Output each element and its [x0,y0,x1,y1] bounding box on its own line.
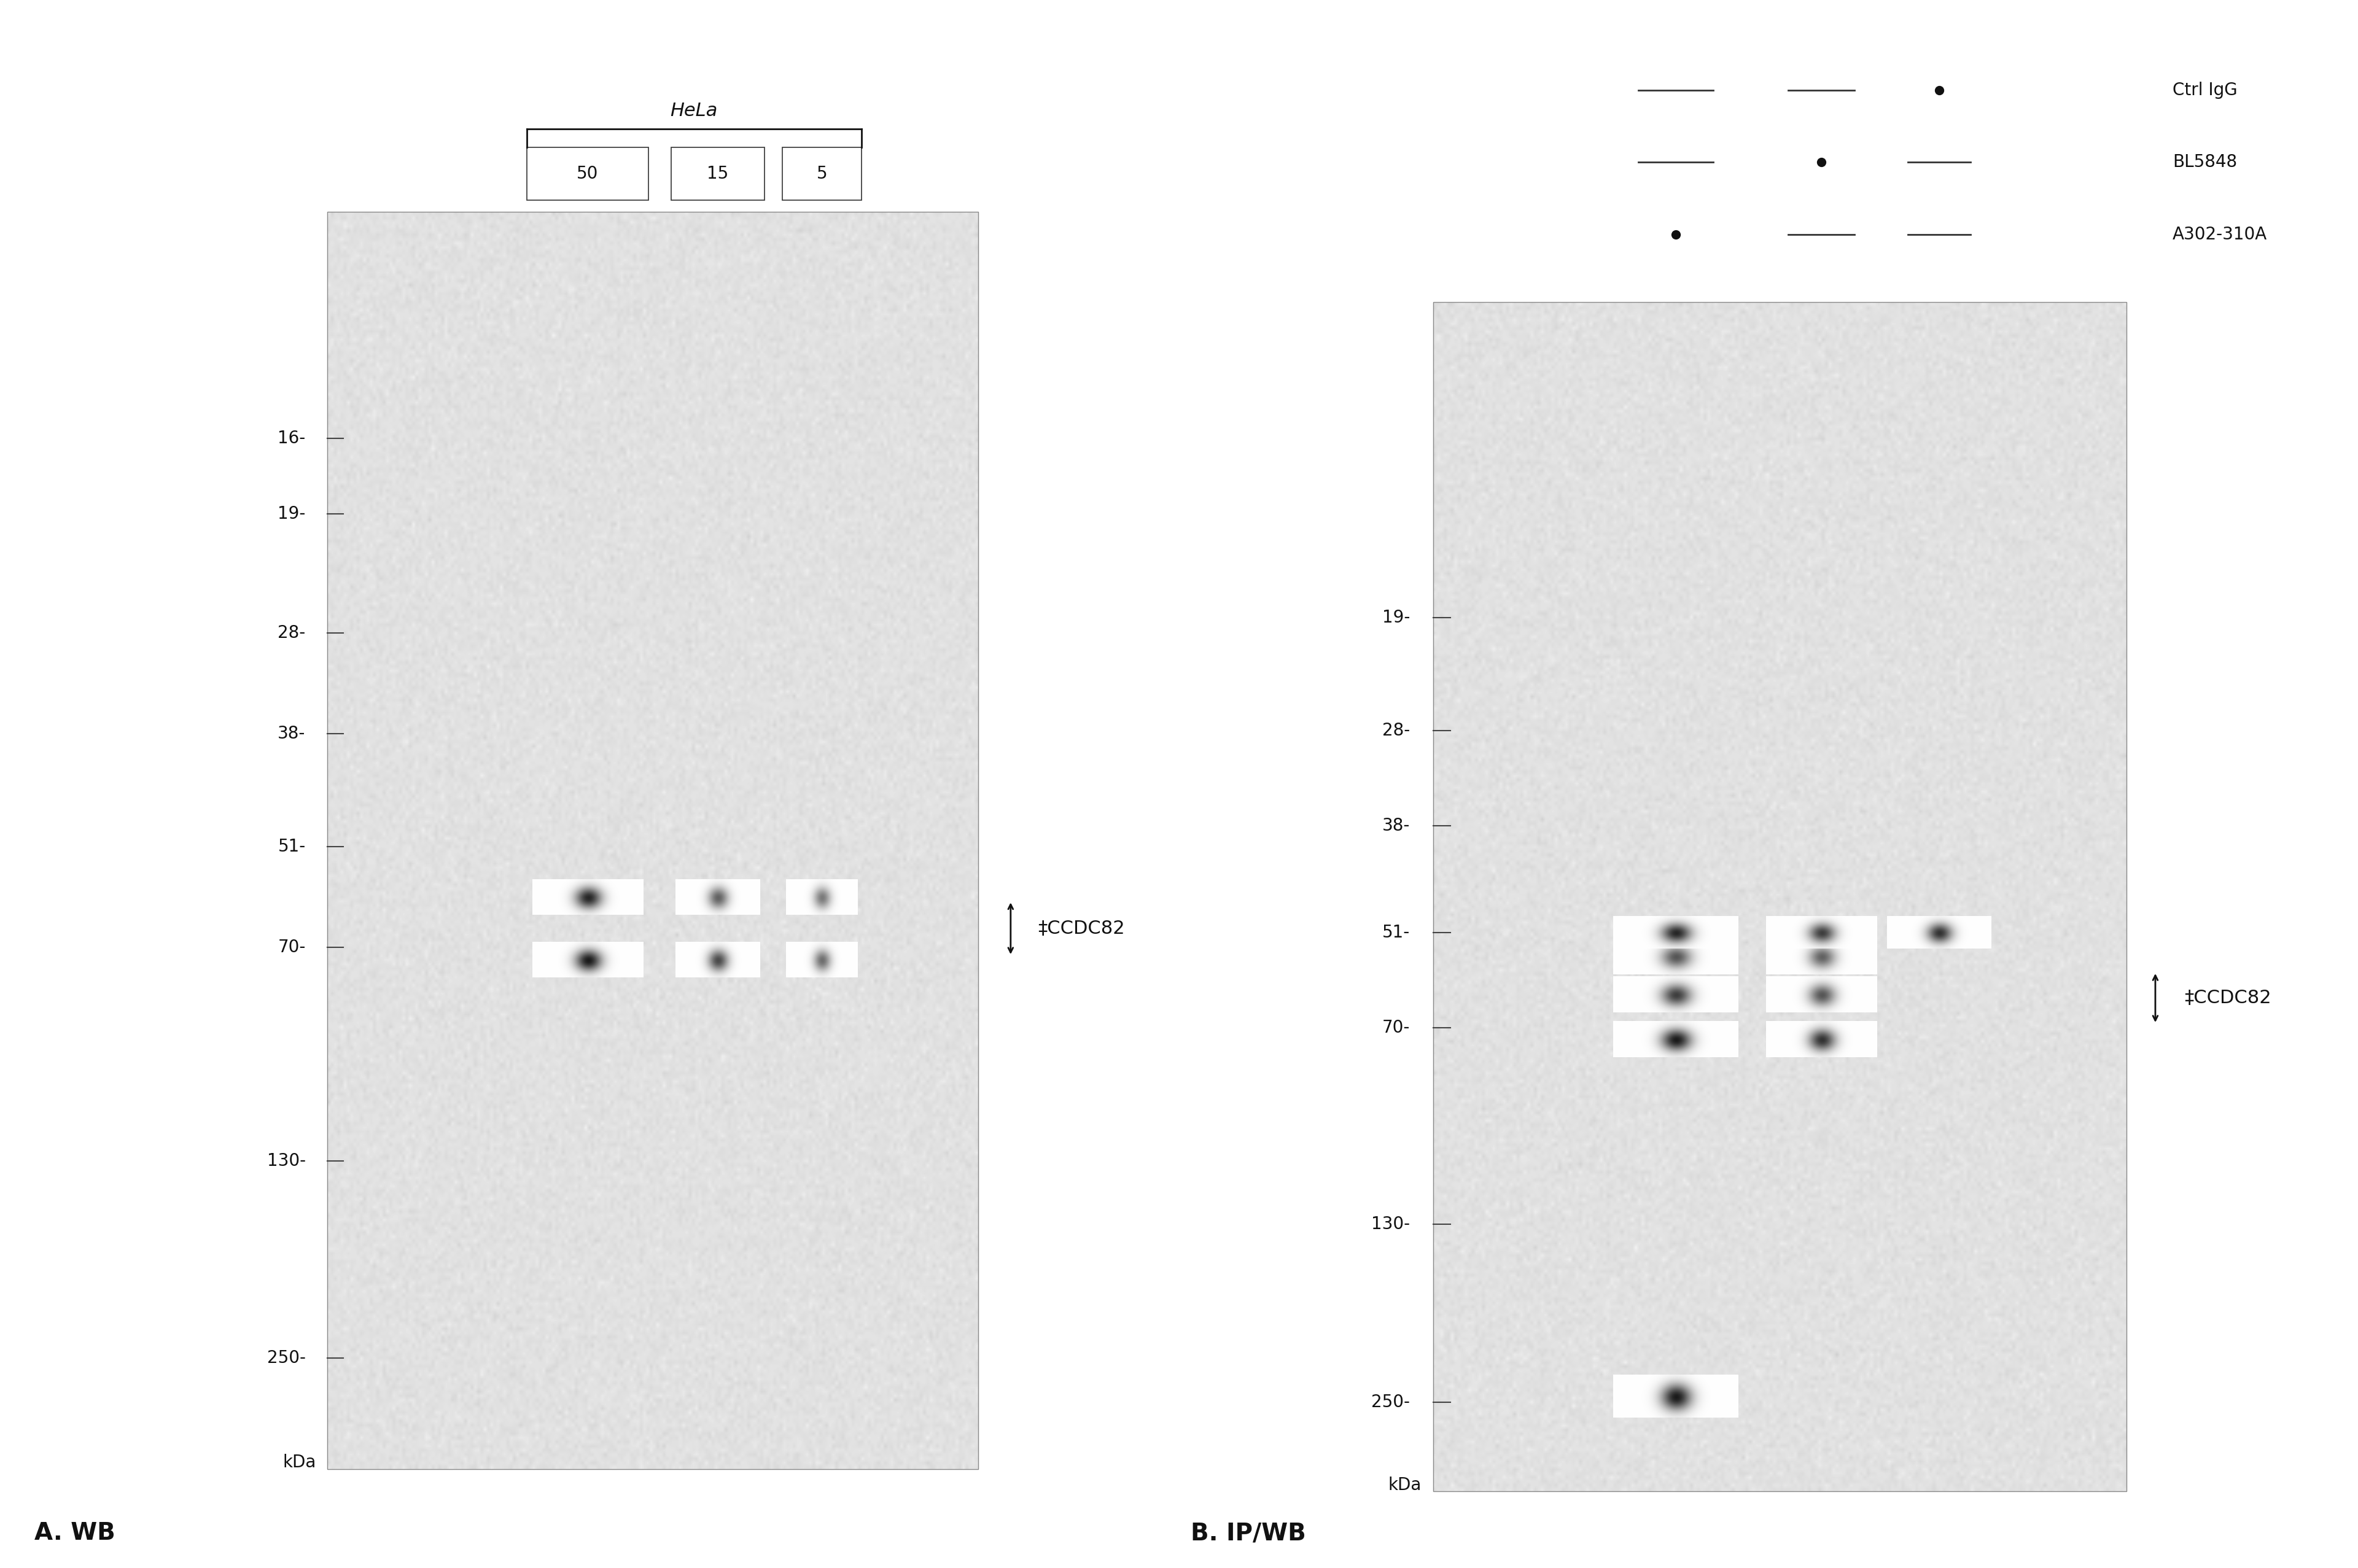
Text: 28-: 28- [1382,721,1410,739]
Bar [1434,303,2127,1491]
Text: 130-: 130- [1372,1215,1410,1232]
Text: 16-: 16- [278,430,307,447]
Text: 50: 50 [578,165,599,182]
Text: A302-310A: A302-310A [2172,226,2268,243]
Text: 19-: 19- [278,505,307,522]
Text: kDa: kDa [1389,1477,1422,1494]
Text: 70-: 70- [278,939,307,956]
Text: HeLa: HeLa [670,102,717,119]
Bar [328,212,979,1469]
Text: 28-: 28- [278,624,307,641]
Bar [783,147,861,201]
Text: 38-: 38- [278,724,307,742]
Text: 250-: 250- [1372,1394,1410,1411]
Text: B. IP/WB: B. IP/WB [1191,1521,1306,1544]
Text: Ctrl IgG: Ctrl IgG [2172,82,2238,99]
Text: 19-: 19- [1382,608,1410,626]
Text: 51-: 51- [278,839,307,855]
Text: ‡CCDC82: ‡CCDC82 [1038,919,1125,938]
Text: 250-: 250- [266,1350,307,1367]
Text: A. WB: A. WB [35,1521,116,1544]
Text: ‡CCDC82: ‡CCDC82 [2184,989,2271,1007]
Text: kDa: kDa [283,1454,316,1471]
Text: 15: 15 [707,165,729,182]
Text: 5: 5 [816,165,828,182]
Text: BL5848: BL5848 [2172,154,2238,171]
Bar [672,147,764,201]
Text: 70-: 70- [1382,1019,1410,1036]
Bar [526,147,648,201]
Text: 38-: 38- [1382,817,1410,834]
Text: 51-: 51- [1382,924,1410,941]
Text: 130-: 130- [266,1152,307,1170]
